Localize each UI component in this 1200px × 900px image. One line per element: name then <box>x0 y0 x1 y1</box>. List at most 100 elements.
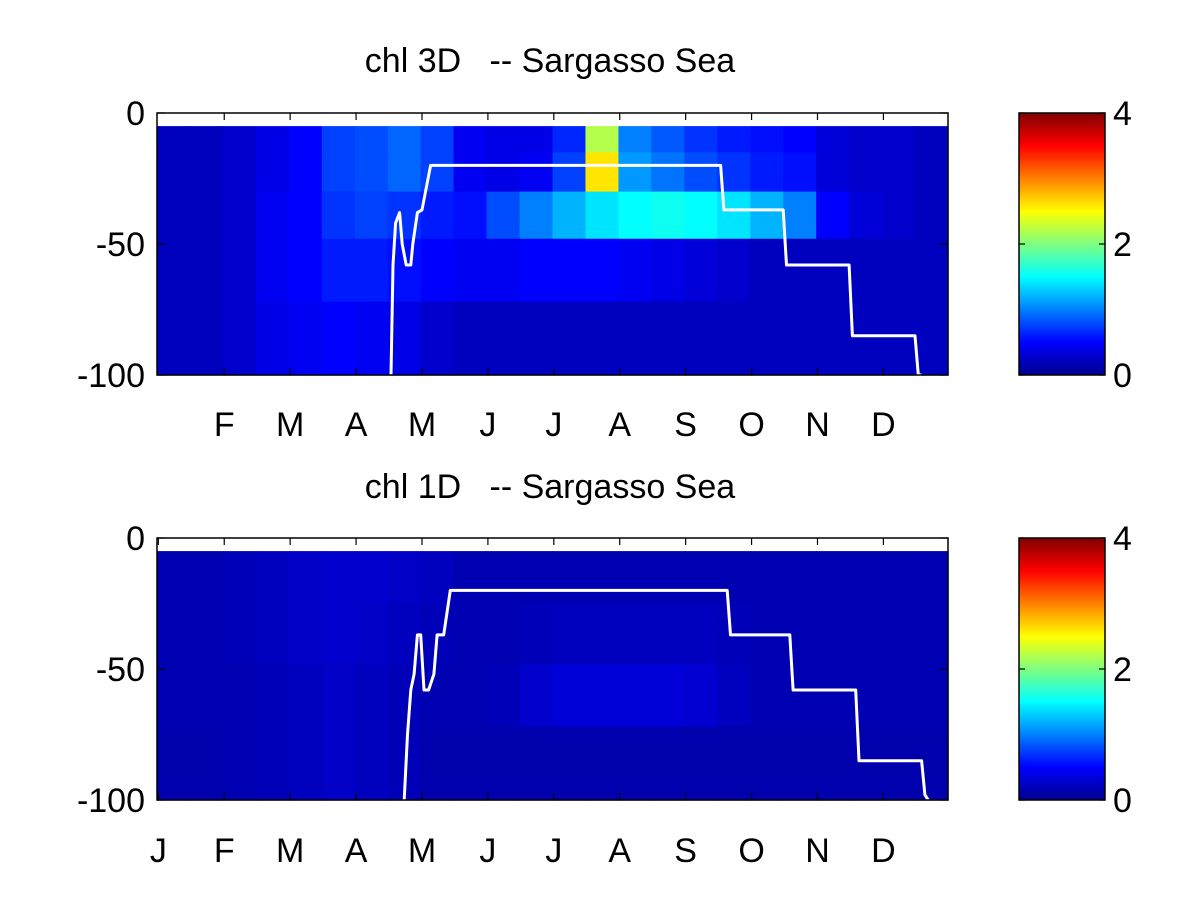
heatmap-cell <box>222 603 257 665</box>
heatmap-cell <box>585 603 620 665</box>
heatmap-cell <box>189 603 224 665</box>
heatmap-cell <box>552 152 587 193</box>
heatmap-cell <box>354 726 389 801</box>
heatmap-cell <box>189 238 224 303</box>
heatmap-cell <box>882 126 916 153</box>
heatmap-cell <box>618 663 652 728</box>
x-tick-label: N <box>805 832 830 870</box>
heatmap-cell <box>519 603 554 665</box>
x-tick-label: J <box>545 832 562 870</box>
heatmap-cell <box>552 238 587 303</box>
heatmap-cell <box>519 238 554 303</box>
heatmap-cell <box>387 152 422 193</box>
heatmap-cell <box>915 551 949 605</box>
colorbar-tick-label: 0 <box>1113 357 1132 395</box>
chart-title: chl 1D -- Sargasso Sea <box>365 468 735 506</box>
heatmap-cell <box>552 551 587 605</box>
heatmap-cells <box>157 126 949 376</box>
heatmap-cell <box>321 603 356 665</box>
colorbar-tick-label: 2 <box>1113 651 1132 689</box>
heatmap-cell <box>882 238 916 303</box>
heatmap-cell <box>189 191 224 240</box>
heatmap-cell <box>486 663 521 728</box>
heatmap-cell <box>453 191 488 240</box>
heatmap-cell <box>288 603 323 665</box>
x-tick-label: O <box>738 832 764 870</box>
colorbar-tick-label: 0 <box>1113 782 1132 820</box>
heatmap-cell <box>849 191 883 240</box>
heatmap-cell <box>453 152 488 193</box>
heatmap-cell <box>750 301 784 376</box>
heatmap-cell <box>255 663 290 728</box>
heatmap-cell <box>222 152 257 193</box>
heatmap-cell <box>816 152 850 193</box>
heatmap-cell <box>453 238 488 303</box>
heatmap-cell <box>585 191 620 240</box>
heatmap-cell <box>684 726 718 801</box>
heatmap-cell <box>189 301 224 376</box>
heatmap-cell <box>486 126 521 153</box>
heatmap-cell <box>651 191 685 240</box>
colorbar-gradient <box>1018 537 1106 801</box>
heatmap-cell <box>321 191 356 240</box>
heatmap-cell <box>684 603 718 665</box>
heatmap-cell <box>651 726 685 801</box>
heatmap-cell <box>816 603 850 665</box>
heatmap-cell <box>849 301 883 376</box>
heatmap-cell <box>486 603 521 665</box>
heatmap-cell <box>651 551 685 605</box>
heatmap-cell <box>321 551 356 605</box>
x-tick-label: A <box>608 406 631 444</box>
heatmap-cell <box>255 551 290 605</box>
heatmap-cell <box>321 152 356 193</box>
heatmap-cell <box>552 726 587 801</box>
heatmap-cell <box>552 603 587 665</box>
heatmap-cell <box>882 726 916 801</box>
heatmap-cell <box>618 301 652 376</box>
heatmap-cell <box>849 152 883 193</box>
heatmap-cell <box>783 551 817 605</box>
heatmap-cell <box>915 663 949 728</box>
heatmap-cell <box>354 663 389 728</box>
heatmap-cell <box>222 126 257 153</box>
heatmap-cell <box>157 152 191 193</box>
heatmap-cell <box>618 238 652 303</box>
heatmap-cell <box>288 152 323 193</box>
y-tick-label: -50 <box>96 226 145 264</box>
heatmap-cell <box>585 152 620 193</box>
heatmap-cell <box>222 551 257 605</box>
heatmap-cell <box>684 663 718 728</box>
heatmap-cell <box>684 152 718 193</box>
heatmap-cell <box>189 551 224 605</box>
x-tick-label: J <box>479 406 496 444</box>
heatmap-cell <box>420 191 455 240</box>
heatmap-cell <box>486 726 521 801</box>
heatmap-cell <box>519 191 554 240</box>
y-tick-label: 0 <box>126 520 145 558</box>
heatmap-cell <box>882 603 916 665</box>
heatmap-cell <box>552 663 587 728</box>
heatmap-cell <box>651 301 685 376</box>
x-tick-label: A <box>345 406 368 444</box>
heatmap-cell <box>585 238 620 303</box>
chart-panel-chl-1d: chl 1D -- Sargasso Sea 0 -50 -100 J F M A M J J A… <box>77 468 1132 870</box>
heatmap-cell <box>882 663 916 728</box>
heatmap-cell <box>519 551 554 605</box>
x-tick-label: S <box>674 406 697 444</box>
x-tick-label: D <box>871 832 896 870</box>
heatmap-cell <box>882 191 916 240</box>
heatmap-cell <box>915 152 949 193</box>
heatmap-cell <box>915 238 949 303</box>
heatmap-cell <box>552 301 587 376</box>
x-tick-label: J <box>150 832 167 870</box>
heatmap-cell <box>618 551 652 605</box>
heatmap-cell <box>882 551 916 605</box>
heatmap-cell <box>255 603 290 665</box>
heatmap-cell <box>420 663 455 728</box>
heatmap-cells <box>157 551 949 801</box>
heatmap-cell <box>486 152 521 193</box>
y-axis: 0 -50 -100 <box>77 95 948 395</box>
heatmap-cell <box>585 726 620 801</box>
heatmap-cell <box>288 726 323 801</box>
heatmap-cell <box>585 126 620 153</box>
